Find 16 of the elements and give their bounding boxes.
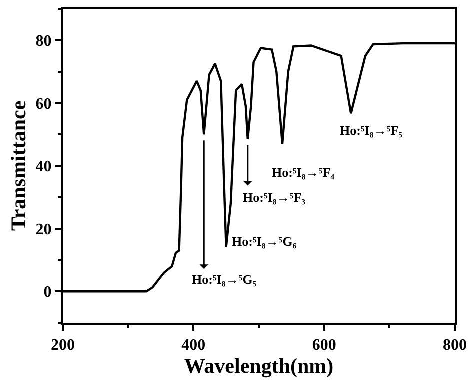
y-tick-label: 0 xyxy=(44,284,52,302)
y-axis-title: Transmittance xyxy=(6,100,30,232)
x-tick-label: 800 xyxy=(443,337,467,354)
y-tick-label: 80 xyxy=(36,33,52,50)
annotation: Ho:⁵I₈→⁵F₃ xyxy=(243,190,306,205)
y-tick-label: 20 xyxy=(36,221,52,238)
annotation: Ho:⁵I₈→⁵G₅ xyxy=(192,272,257,287)
annotation: Ho:⁵I₈→⁵F₄ xyxy=(272,165,335,180)
x-axis-title: Wavelength(nm) xyxy=(184,354,334,378)
x-tick-label: 400 xyxy=(182,337,206,354)
x-tick-label: 200 xyxy=(51,337,75,354)
x-tick-label: 600 xyxy=(312,337,336,354)
y-tick-label: 60 xyxy=(36,96,52,113)
annotation: Ho:⁵I₈→⁵F₅ xyxy=(340,123,403,138)
annotation: Ho:⁵I₈→⁵G₆ xyxy=(232,234,297,249)
y-tick-label: 40 xyxy=(36,158,52,176)
